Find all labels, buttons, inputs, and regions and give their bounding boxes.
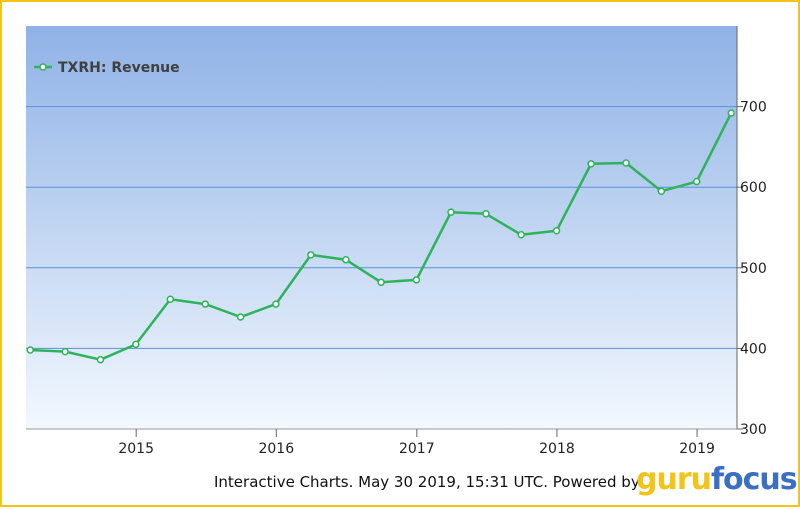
legend-point-marker [39,63,47,71]
legend-label: TXRH: Revenue [58,60,180,76]
logo-guru-text: guru [636,462,712,497]
data-point[interactable] [727,109,735,117]
data-point[interactable] [377,278,385,287]
data-point[interactable] [692,177,701,186]
y-tick-label: 500 [740,261,767,277]
data-point[interactable] [657,187,666,195]
data-point[interactable] [552,226,561,235]
plot-area [26,26,737,429]
data-point[interactable] [96,355,105,364]
data-point[interactable] [26,346,34,354]
legend[interactable]: TXRH: Revenue [34,60,180,76]
y-tick-label: 600 [740,180,767,196]
y-tick-label: 300 [740,422,767,438]
logo-focus-text: focus [710,462,798,497]
footer-credit: Interactive Charts. May 30 2019, 15:31 U… [214,473,640,491]
data-point[interactable] [622,159,630,167]
data-point[interactable] [307,251,315,259]
y-tick-label: 700 [740,100,767,116]
data-point[interactable] [61,347,69,356]
x-tick-label: 2016 [258,441,294,457]
x-tick-label: 2018 [539,441,575,457]
data-point[interactable] [201,300,210,308]
data-point[interactable] [587,160,595,168]
x-tick-label: 2015 [118,441,154,457]
data-point[interactable] [272,300,280,308]
data-point[interactable] [412,276,421,284]
data-point[interactable] [517,231,525,239]
gurufocus-logo[interactable]: gurufocus [636,462,798,498]
data-point[interactable] [482,210,490,218]
data-point[interactable] [132,340,140,349]
y-tick-label: 400 [740,341,767,357]
data-point[interactable] [166,295,175,303]
x-tick-label: 2019 [679,441,715,457]
data-point[interactable] [447,208,455,216]
data-point[interactable] [342,255,350,264]
x-tick-label: 2017 [399,441,435,457]
data-point[interactable] [236,313,245,321]
